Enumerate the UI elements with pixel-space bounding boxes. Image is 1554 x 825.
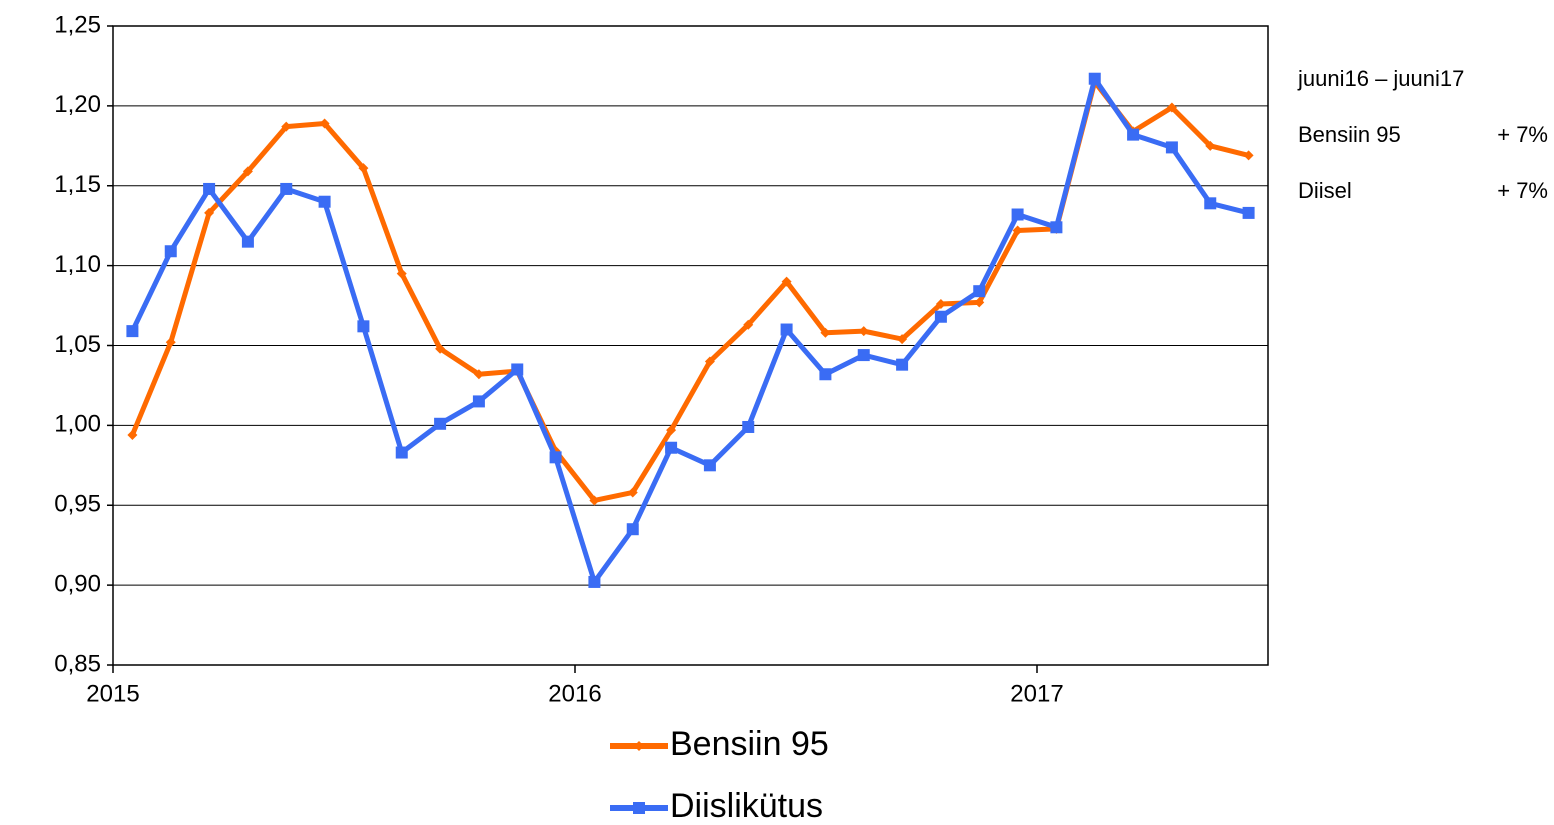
point xyxy=(241,235,254,248)
point xyxy=(780,323,793,336)
point xyxy=(1242,206,1255,219)
x-tick-label: 2016 xyxy=(548,680,601,707)
point xyxy=(896,358,909,371)
point xyxy=(819,368,832,381)
point xyxy=(1165,141,1178,154)
point xyxy=(396,268,407,279)
y-tick-label: 1,25 xyxy=(54,11,101,38)
y-tick-label: 1,05 xyxy=(54,331,101,358)
point xyxy=(743,319,754,330)
y-tick-label: 0,90 xyxy=(54,570,101,597)
legend-marker xyxy=(633,802,645,814)
point xyxy=(435,343,446,354)
point xyxy=(1204,197,1217,210)
legend-label: Bensiin 95 xyxy=(670,725,829,763)
y-tick-label: 1,10 xyxy=(54,251,101,278)
point xyxy=(973,285,986,298)
point xyxy=(1012,225,1023,236)
point xyxy=(473,369,484,380)
point xyxy=(1127,128,1140,141)
point xyxy=(703,459,716,472)
point xyxy=(589,495,600,506)
y-tick-label: 0,85 xyxy=(54,650,101,677)
point xyxy=(627,487,638,498)
point xyxy=(318,195,331,208)
point xyxy=(204,207,215,218)
point xyxy=(666,425,677,436)
annotation-name: Diisel xyxy=(1298,178,1352,203)
point xyxy=(472,395,485,408)
annotation-title: juuni16 – juuni17 xyxy=(1297,66,1464,91)
point xyxy=(1205,140,1216,151)
point xyxy=(280,182,293,195)
series-line xyxy=(130,79,1250,503)
point xyxy=(626,523,639,536)
x-tick-label: 2017 xyxy=(1010,680,1063,707)
point xyxy=(357,320,370,333)
point xyxy=(127,429,138,440)
point xyxy=(1011,208,1024,221)
point xyxy=(1166,102,1177,113)
point xyxy=(781,276,792,287)
point xyxy=(126,325,139,338)
point xyxy=(935,298,946,309)
point xyxy=(242,166,253,177)
point xyxy=(1088,72,1101,85)
point xyxy=(1050,221,1063,234)
point xyxy=(897,334,908,345)
point xyxy=(820,327,831,338)
point xyxy=(164,245,177,258)
y-tick-label: 0,95 xyxy=(54,491,101,518)
point xyxy=(434,417,447,430)
point xyxy=(358,163,369,174)
y-tick-label: 1,20 xyxy=(54,91,101,118)
point xyxy=(395,446,408,459)
annotation-name: Bensiin 95 xyxy=(1298,122,1401,147)
point xyxy=(549,451,562,464)
legend-label: Diislikütus xyxy=(670,787,823,825)
point xyxy=(665,441,678,454)
point xyxy=(934,310,947,323)
point xyxy=(281,121,292,132)
point xyxy=(704,356,715,367)
point xyxy=(1243,150,1254,161)
legend-marker xyxy=(634,741,644,751)
point xyxy=(165,337,176,348)
point xyxy=(319,118,330,129)
point xyxy=(858,326,869,337)
point xyxy=(857,349,870,362)
x-tick-label: 2015 xyxy=(86,680,139,707)
annotation-change: + 7% xyxy=(1497,178,1548,203)
y-tick-label: 1,00 xyxy=(54,411,101,438)
y-tick-label: 1,15 xyxy=(54,171,101,198)
point xyxy=(588,575,601,588)
point xyxy=(742,420,755,433)
annotation-change: + 7% xyxy=(1497,122,1548,147)
point xyxy=(511,363,524,376)
series-line xyxy=(130,76,1250,585)
point xyxy=(203,182,216,195)
plot-frame xyxy=(112,25,1269,666)
point xyxy=(974,297,985,308)
